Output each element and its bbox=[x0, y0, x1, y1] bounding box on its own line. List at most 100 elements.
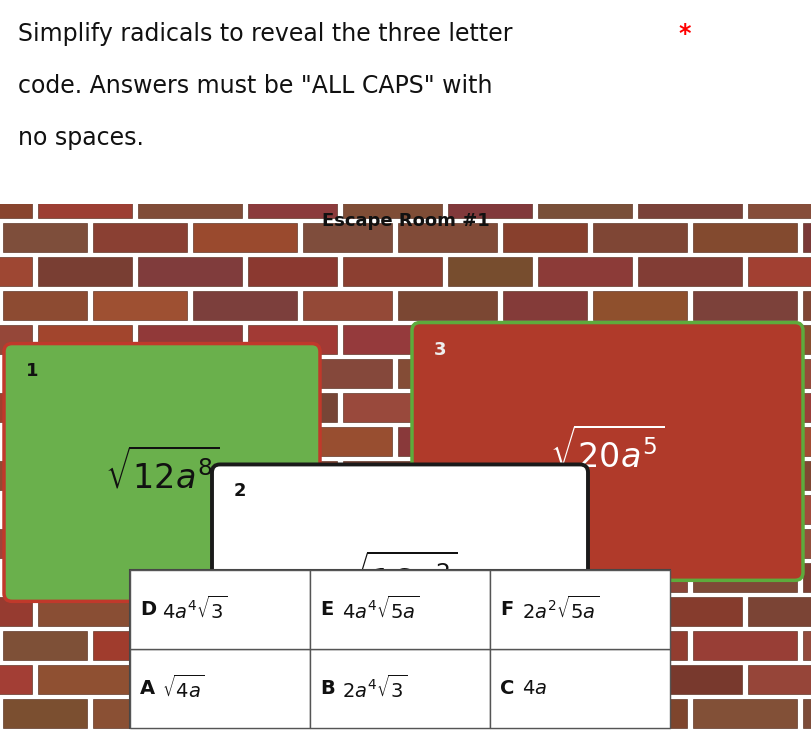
Bar bbox=[93, 358, 187, 388]
FancyBboxPatch shape bbox=[212, 464, 588, 691]
Bar bbox=[138, 461, 242, 490]
Bar bbox=[503, 494, 587, 523]
Bar bbox=[638, 461, 742, 490]
Bar bbox=[130, 649, 310, 728]
Bar bbox=[193, 291, 297, 320]
Text: D: D bbox=[140, 600, 157, 619]
Bar bbox=[638, 529, 742, 558]
Text: $2a^4\sqrt{3}$: $2a^4\sqrt{3}$ bbox=[342, 675, 407, 702]
Bar bbox=[138, 529, 242, 558]
Bar bbox=[303, 563, 392, 591]
Bar bbox=[693, 426, 797, 456]
Bar bbox=[448, 256, 532, 285]
Bar bbox=[0, 664, 32, 694]
Bar bbox=[693, 699, 797, 728]
Text: Escape Room #1: Escape Room #1 bbox=[322, 212, 489, 231]
Bar bbox=[490, 570, 670, 649]
Bar bbox=[490, 649, 670, 728]
Bar bbox=[193, 631, 297, 659]
Bar bbox=[593, 699, 687, 728]
Bar bbox=[398, 494, 497, 523]
Bar bbox=[503, 563, 587, 591]
Text: $2a^2\sqrt{5a}$: $2a^2\sqrt{5a}$ bbox=[522, 596, 599, 623]
Bar bbox=[343, 256, 442, 285]
Text: code. Answers must be "ALL CAPS" with: code. Answers must be "ALL CAPS" with bbox=[18, 74, 492, 98]
Bar bbox=[803, 699, 811, 728]
Bar bbox=[748, 393, 811, 421]
Bar bbox=[248, 256, 337, 285]
Bar bbox=[593, 223, 687, 252]
Bar bbox=[638, 664, 742, 694]
Text: F: F bbox=[500, 600, 513, 619]
Text: no spaces.: no spaces. bbox=[18, 126, 144, 150]
Bar bbox=[343, 188, 442, 218]
Text: 2: 2 bbox=[234, 483, 247, 501]
Bar bbox=[638, 256, 742, 285]
Bar bbox=[248, 393, 337, 421]
Bar bbox=[448, 393, 532, 421]
Bar bbox=[138, 188, 242, 218]
Text: $\sqrt{20a^5}$: $\sqrt{20a^5}$ bbox=[551, 428, 664, 475]
Bar bbox=[138, 256, 242, 285]
Bar bbox=[38, 529, 132, 558]
Bar bbox=[693, 494, 797, 523]
Bar bbox=[693, 291, 797, 320]
Bar bbox=[448, 188, 532, 218]
Bar bbox=[3, 494, 87, 523]
Text: B: B bbox=[320, 679, 335, 698]
Text: $\sqrt{16a^2}$: $\sqrt{16a^2}$ bbox=[343, 553, 457, 602]
Bar bbox=[503, 223, 587, 252]
Bar bbox=[503, 358, 587, 388]
Bar bbox=[303, 155, 392, 183]
Bar bbox=[503, 699, 587, 728]
Text: $4a^4\sqrt{5a}$: $4a^4\sqrt{5a}$ bbox=[342, 596, 419, 623]
Bar bbox=[803, 358, 811, 388]
Bar bbox=[803, 223, 811, 252]
Bar bbox=[638, 325, 742, 353]
Bar bbox=[398, 699, 497, 728]
Bar bbox=[0, 529, 32, 558]
Bar bbox=[448, 529, 532, 558]
Bar bbox=[398, 631, 497, 659]
Text: Simplify radicals to reveal the three letter: Simplify radicals to reveal the three le… bbox=[18, 22, 520, 46]
Bar bbox=[38, 393, 132, 421]
Bar bbox=[803, 155, 811, 183]
Bar bbox=[748, 188, 811, 218]
Bar bbox=[593, 155, 687, 183]
Bar bbox=[503, 631, 587, 659]
Bar bbox=[38, 664, 132, 694]
Text: E: E bbox=[320, 600, 333, 619]
Bar bbox=[193, 155, 297, 183]
Bar bbox=[0, 461, 32, 490]
Bar bbox=[138, 325, 242, 353]
Bar bbox=[3, 223, 87, 252]
Bar bbox=[538, 393, 632, 421]
Bar bbox=[93, 155, 187, 183]
Bar bbox=[693, 563, 797, 591]
Text: A: A bbox=[140, 679, 155, 698]
Bar bbox=[343, 596, 442, 626]
Bar bbox=[448, 325, 532, 353]
Bar bbox=[503, 426, 587, 456]
Bar bbox=[638, 393, 742, 421]
Bar bbox=[93, 699, 187, 728]
Text: *: * bbox=[678, 22, 690, 46]
Bar bbox=[38, 596, 132, 626]
Bar bbox=[503, 291, 587, 320]
Bar bbox=[803, 291, 811, 320]
Bar bbox=[0, 256, 32, 285]
Bar bbox=[3, 699, 87, 728]
Bar bbox=[138, 596, 242, 626]
Text: $4a$: $4a$ bbox=[522, 680, 547, 698]
Bar bbox=[93, 563, 187, 591]
FancyBboxPatch shape bbox=[412, 323, 803, 580]
Bar bbox=[3, 291, 87, 320]
Bar bbox=[748, 256, 811, 285]
Bar bbox=[538, 529, 632, 558]
Bar bbox=[303, 631, 392, 659]
Bar bbox=[343, 664, 442, 694]
Bar bbox=[248, 596, 337, 626]
Bar bbox=[398, 155, 497, 183]
Bar bbox=[398, 358, 497, 388]
Text: $\sqrt{12a^8}$: $\sqrt{12a^8}$ bbox=[105, 448, 219, 496]
